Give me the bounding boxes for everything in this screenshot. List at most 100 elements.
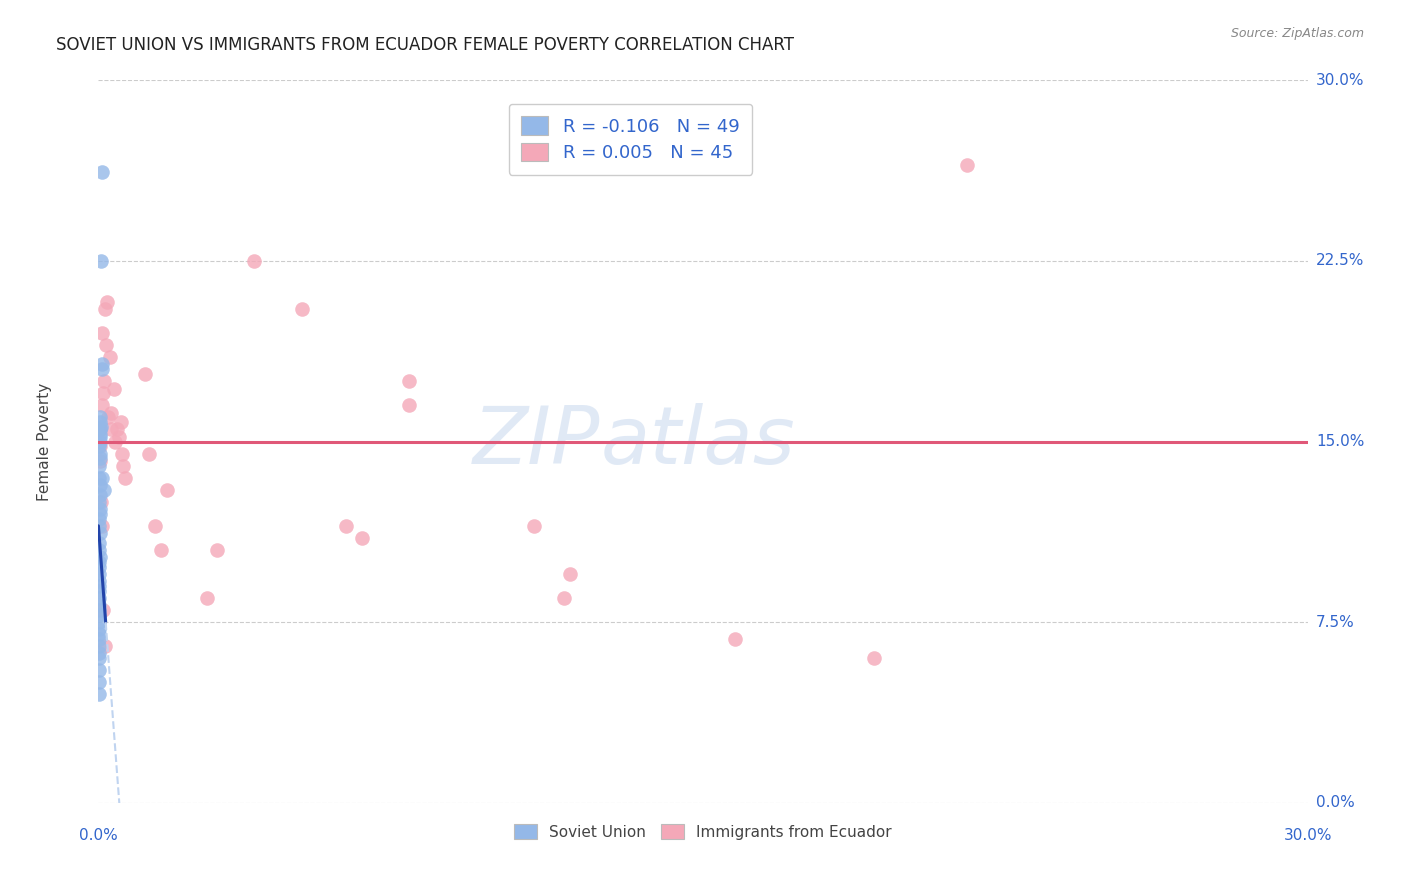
Point <box>523 519 546 533</box>
Text: 30.0%: 30.0% <box>1316 73 1364 87</box>
Point <box>89 639 111 653</box>
Point <box>89 615 111 630</box>
Point <box>207 542 229 557</box>
Text: SOVIET UNION VS IMMIGRANTS FROM ECUADOR FEMALE POVERTY CORRELATION CHART: SOVIET UNION VS IMMIGRANTS FROM ECUADOR … <box>56 36 794 54</box>
Point <box>91 358 114 372</box>
Point <box>89 478 111 492</box>
Point <box>89 574 111 589</box>
Point <box>90 362 112 376</box>
Point <box>398 375 420 389</box>
Point <box>156 483 179 497</box>
Point <box>89 519 111 533</box>
Point <box>89 675 111 690</box>
Point <box>89 542 111 557</box>
Point <box>89 511 111 525</box>
Point <box>89 430 111 444</box>
Point <box>89 550 111 565</box>
Point <box>863 651 886 665</box>
Point <box>112 458 135 473</box>
Point <box>93 375 115 389</box>
Text: ZIP: ZIP <box>472 402 600 481</box>
Point <box>89 446 111 460</box>
Point <box>89 627 111 641</box>
Point <box>97 410 120 425</box>
Point <box>91 603 114 617</box>
Point <box>89 555 111 569</box>
Point <box>89 583 111 598</box>
Point <box>89 439 111 453</box>
Point <box>89 632 111 646</box>
Point <box>111 446 134 460</box>
Point <box>89 471 111 485</box>
Point <box>107 430 129 444</box>
Point <box>956 157 979 171</box>
Text: atlas: atlas <box>600 402 794 481</box>
Point <box>94 301 117 317</box>
Text: 15.0%: 15.0% <box>1316 434 1364 449</box>
Point <box>352 531 374 545</box>
Text: 7.5%: 7.5% <box>1316 615 1354 630</box>
Point <box>90 519 112 533</box>
Point <box>93 483 115 497</box>
Point <box>89 502 111 516</box>
Point <box>90 471 112 485</box>
Point <box>195 591 218 606</box>
Point <box>114 471 136 485</box>
Point <box>89 410 111 425</box>
Text: Female Poverty: Female Poverty <box>37 383 52 500</box>
Point <box>89 458 111 473</box>
Point <box>89 664 111 678</box>
Point <box>89 651 111 665</box>
Text: 0.0%: 0.0% <box>1316 796 1354 810</box>
Point <box>89 559 111 574</box>
Point <box>94 338 117 352</box>
Point <box>149 542 172 557</box>
Point <box>91 386 114 401</box>
Point <box>90 326 112 341</box>
Point <box>89 415 111 429</box>
Point <box>89 423 111 437</box>
Point <box>103 382 125 396</box>
Point <box>89 623 111 637</box>
Point <box>242 253 264 268</box>
Point <box>724 632 747 646</box>
Point <box>553 591 575 606</box>
Point <box>90 420 112 434</box>
Point <box>89 427 111 442</box>
Point <box>89 607 111 622</box>
Point <box>91 398 114 412</box>
Point <box>89 567 111 582</box>
Text: 30.0%: 30.0% <box>1284 828 1331 843</box>
Point <box>100 406 122 420</box>
Point <box>89 647 111 661</box>
Text: 22.5%: 22.5% <box>1316 253 1364 268</box>
Text: 0.0%: 0.0% <box>79 828 118 843</box>
Point <box>335 519 357 533</box>
Point <box>398 398 420 412</box>
Point <box>134 367 156 381</box>
Point <box>89 603 111 617</box>
Point <box>89 451 111 466</box>
Point <box>89 439 111 453</box>
Point <box>96 294 118 309</box>
Point <box>143 519 166 533</box>
Point <box>89 599 111 613</box>
Point <box>110 415 132 429</box>
Point <box>89 687 111 701</box>
Text: Source: ZipAtlas.com: Source: ZipAtlas.com <box>1230 27 1364 40</box>
Point <box>89 434 111 449</box>
Point <box>104 434 127 449</box>
Point <box>89 494 111 508</box>
Point <box>89 487 111 501</box>
Point <box>105 423 128 437</box>
Point <box>98 350 121 364</box>
Point <box>138 446 160 460</box>
Point <box>89 423 111 437</box>
Point <box>90 165 112 179</box>
Point <box>558 567 581 582</box>
Point <box>89 579 111 593</box>
Point <box>291 301 314 317</box>
Point <box>89 454 111 468</box>
Point <box>89 507 111 521</box>
Point <box>89 526 111 541</box>
